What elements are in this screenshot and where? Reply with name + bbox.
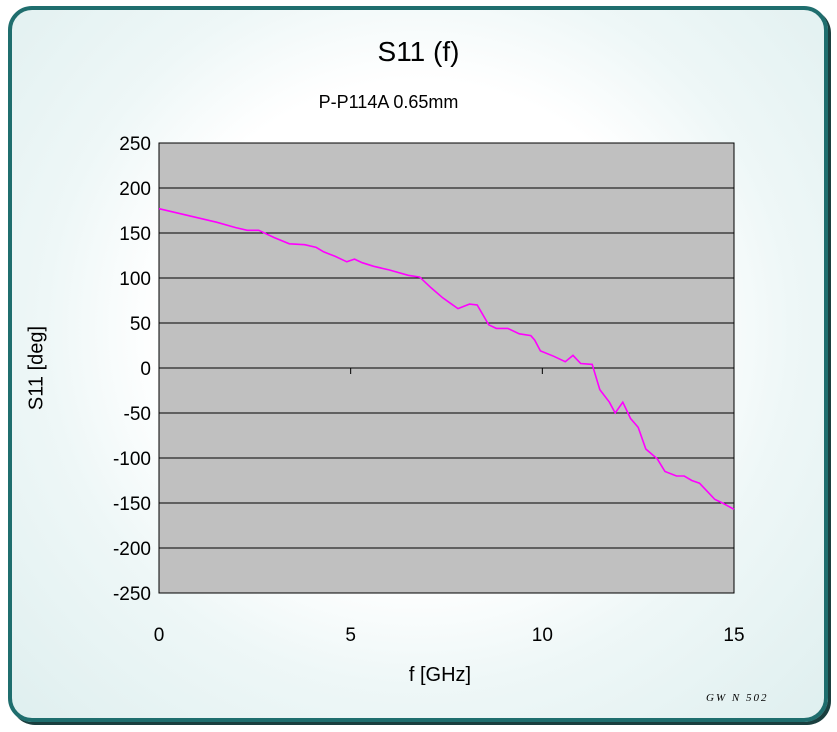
series-line	[158, 207, 735, 511]
chart-title: S11 (f)	[377, 36, 460, 67]
grid-lines	[159, 187, 734, 549]
x-tick-label: 0	[154, 625, 165, 646]
y-tick-label: 150	[119, 224, 151, 245]
y-tick-label: -100	[113, 449, 151, 470]
y-tick-label: -50	[124, 404, 151, 425]
y-tick-label: 50	[130, 314, 151, 335]
chart-subtitle: P-P114A 0.65mm	[318, 92, 459, 112]
y-tick-label: 250	[119, 134, 151, 155]
x-axis-label: f [GHz]	[408, 664, 472, 686]
y-tick-label: -200	[113, 539, 151, 560]
y-tick-labels: 250 200 150 100 50 0 -50 -100 -150 -200 -250	[113, 134, 151, 605]
y-tick-label: -250	[113, 584, 151, 605]
x-tick-marks	[158, 368, 735, 374]
y-tick-label: 0	[140, 359, 151, 380]
x-tick-label: 10	[532, 625, 553, 646]
x-tick-label: 5	[345, 625, 356, 646]
y-tick-label: 100	[119, 269, 151, 290]
x-tick-labels: 0 5 10 15	[154, 625, 745, 646]
y-tick-label: 200	[119, 179, 151, 200]
watermark: GW N 502	[706, 692, 769, 704]
x-tick-label: 15	[723, 625, 744, 646]
y-tick-label: -150	[113, 494, 151, 515]
